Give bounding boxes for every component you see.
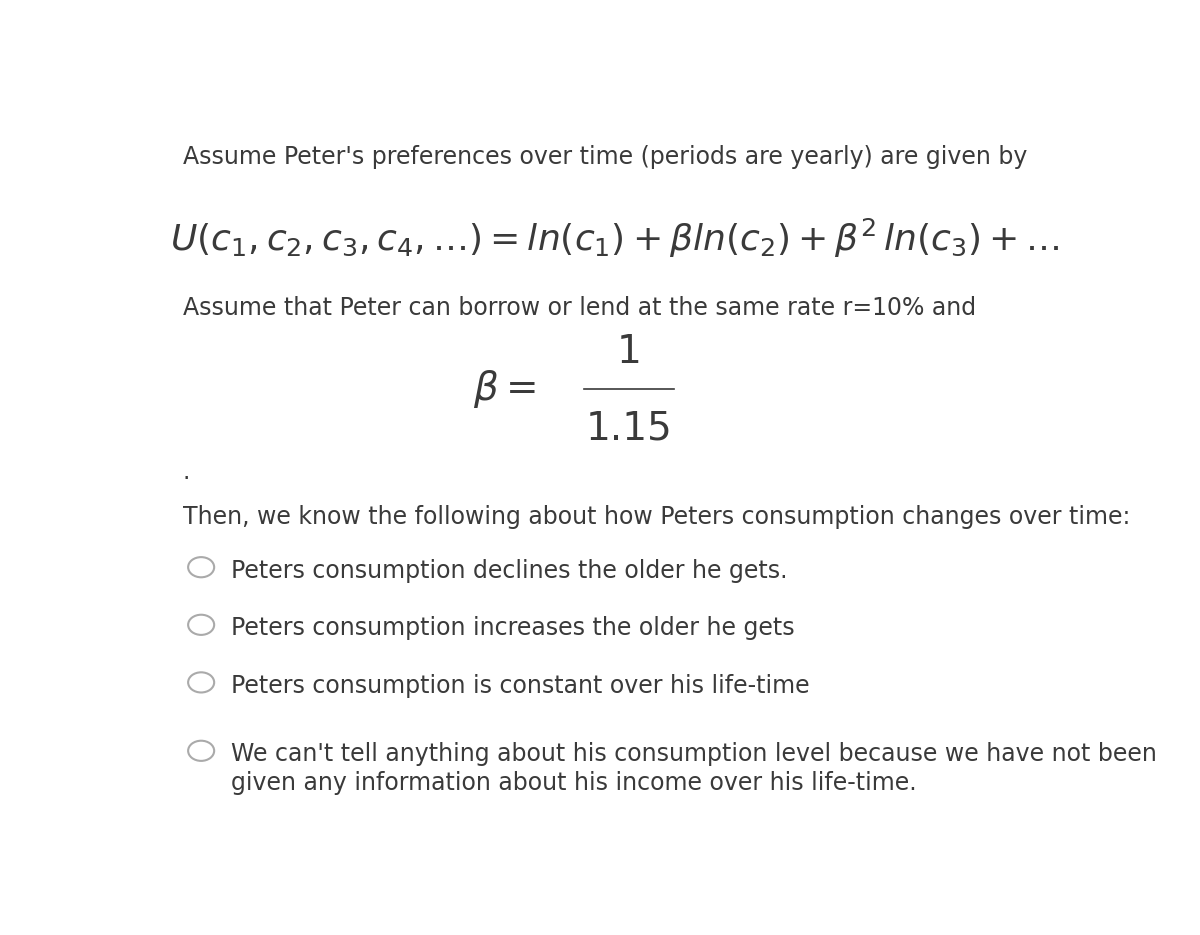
Text: $\beta =$: $\beta =$: [473, 368, 536, 410]
Text: We can't tell anything about his consumption level because we have not been: We can't tell anything about his consump…: [230, 742, 1157, 766]
Text: given any information about his income over his life-time.: given any information about his income o…: [230, 771, 917, 795]
Text: Peters consumption increases the older he gets: Peters consumption increases the older h…: [230, 616, 794, 640]
Text: 1: 1: [617, 333, 641, 371]
Text: .: .: [182, 460, 190, 484]
Text: $U(c_1, c_2, c_3, c_4, \ldots) = \mathit{ln}(c_1) + \beta \mathit{ln}(c_2) + \be: $U(c_1, c_2, c_3, c_4, \ldots) = \mathit…: [170, 217, 1060, 260]
Text: Peters consumption declines the older he gets.: Peters consumption declines the older he…: [230, 558, 787, 583]
Text: Assume Peter's preferences over time (periods are yearly) are given by: Assume Peter's preferences over time (pe…: [182, 145, 1027, 168]
Text: 1.15: 1.15: [586, 410, 672, 448]
Text: Assume that Peter can borrow or lend at the same rate r=10% and: Assume that Peter can borrow or lend at …: [182, 295, 976, 320]
Text: Then, we know the following about how Peters consumption changes over time:: Then, we know the following about how Pe…: [182, 505, 1130, 528]
Text: Peters consumption is constant over his life-time: Peters consumption is constant over his …: [230, 674, 810, 698]
